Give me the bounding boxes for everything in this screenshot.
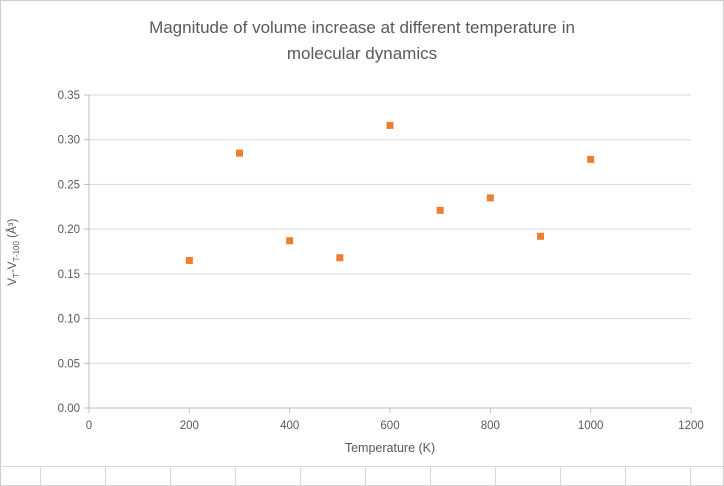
chart-title: Magnitude of volume increase at differen… bbox=[1, 15, 723, 68]
x-tick-label: 1200 bbox=[678, 420, 704, 432]
x-tick-label: 1000 bbox=[578, 420, 604, 432]
scatter-point[interactable] bbox=[336, 254, 344, 262]
x-tick-label: 0 bbox=[86, 420, 92, 432]
x-tick-label: 200 bbox=[180, 420, 199, 432]
scatter-point[interactable] bbox=[486, 194, 494, 202]
y-axis-title: VT-VT-100 (Å³) bbox=[7, 157, 21, 347]
chart-title-line-2: molecular dynamics bbox=[286, 44, 438, 64]
y-tick-label: 0.30 bbox=[58, 135, 80, 147]
y-axis-title-sub-t: T bbox=[12, 273, 22, 278]
y-tick-label: 0.25 bbox=[58, 179, 80, 191]
y-axis-title-units: (Å³) bbox=[6, 218, 19, 242]
y-tick-label: 0.00 bbox=[58, 403, 80, 415]
x-axis-title: Temperature (K) bbox=[344, 441, 436, 455]
y-tick-label: 0.10 bbox=[58, 314, 80, 326]
chart-title-line-1: Magnitude of volume increase at differen… bbox=[149, 18, 575, 37]
scatter-point[interactable] bbox=[386, 121, 394, 129]
y-tick-label: 0.15 bbox=[58, 269, 80, 281]
y-axis-title-sub-t100: T-100 bbox=[12, 241, 22, 262]
scatter-point[interactable] bbox=[537, 232, 544, 240]
x-tick-label: 600 bbox=[380, 420, 399, 432]
scatter-point[interactable] bbox=[436, 206, 444, 214]
worksheet-cells-strip bbox=[1, 466, 723, 485]
x-tick-label: 400 bbox=[280, 420, 299, 432]
scatter-point[interactable] bbox=[236, 149, 243, 157]
scatter-point[interactable] bbox=[286, 237, 294, 245]
y-axis-title-v: V bbox=[6, 277, 19, 286]
scatter-point[interactable] bbox=[185, 256, 193, 264]
y-tick-label: 0.05 bbox=[58, 358, 80, 370]
y-tick-label: 0.35 bbox=[58, 90, 80, 102]
x-tick-label: 800 bbox=[481, 420, 500, 432]
y-axis-title-mid: -V bbox=[6, 261, 19, 274]
y-tick-label: 0.20 bbox=[58, 224, 80, 236]
scatter-point[interactable] bbox=[587, 155, 595, 163]
